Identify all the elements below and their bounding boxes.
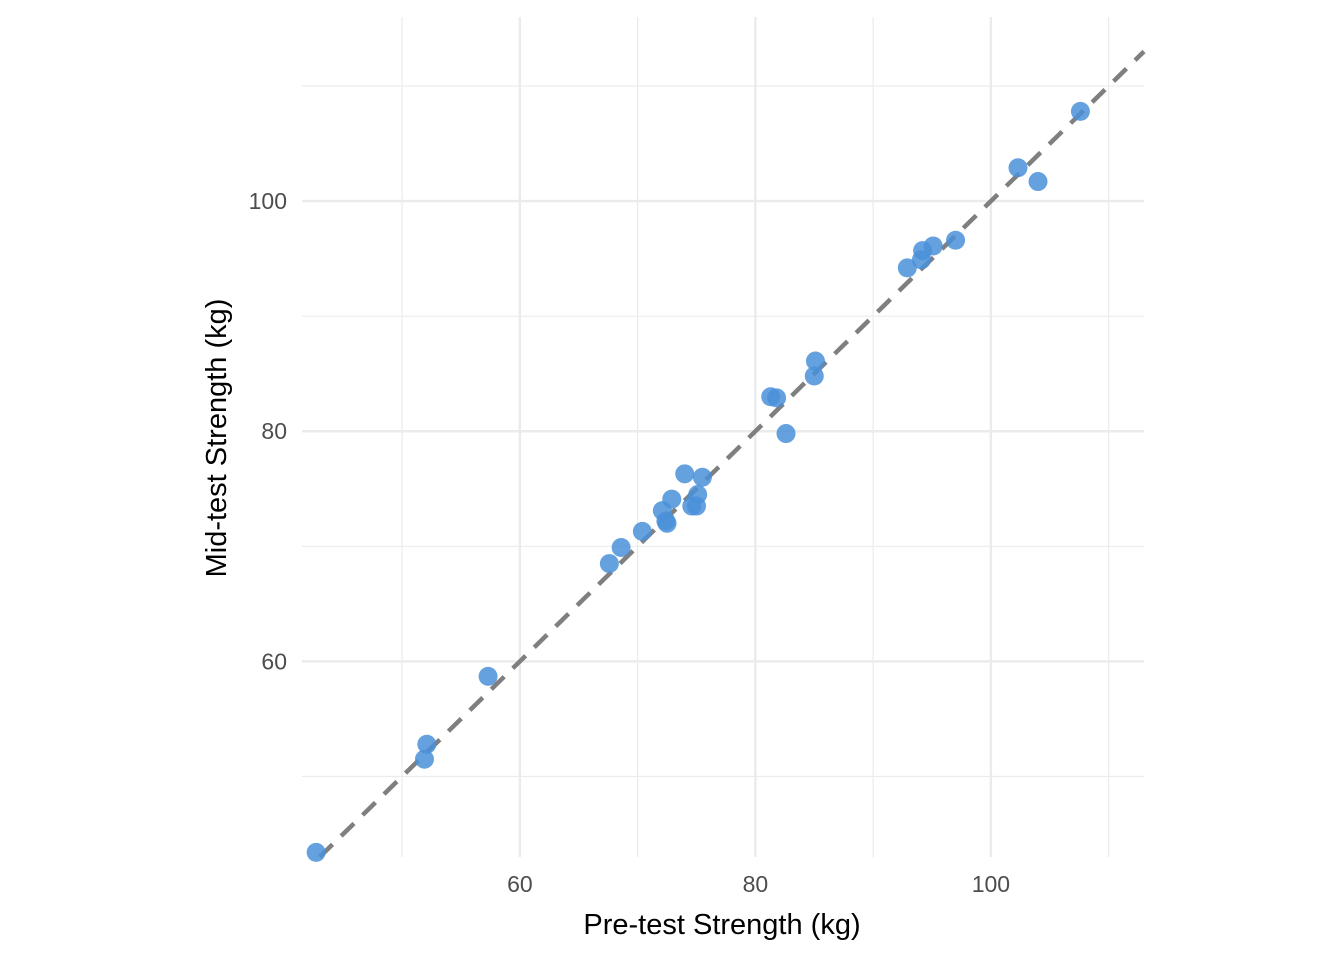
data-point (414, 749, 434, 769)
x-tick-label: 100 (972, 871, 1010, 897)
data-point (662, 489, 682, 509)
data-point (946, 230, 966, 250)
data-point (306, 842, 326, 862)
data-point (1028, 172, 1048, 192)
y-tick-label: 100 (249, 188, 287, 214)
y-tick-label: 60 (261, 648, 287, 674)
data-point (632, 521, 652, 541)
data-point (767, 388, 787, 408)
data-point (675, 464, 695, 484)
data-point (611, 537, 631, 557)
y-axis-title: Mid-test Strength (kg) (201, 299, 233, 578)
major-gridlines (302, 17, 1144, 857)
data-point (417, 734, 437, 754)
x-axis-title: Pre-test Strength (kg) (583, 909, 860, 941)
data-point (923, 236, 943, 256)
data-point (599, 554, 619, 574)
x-tick-label: 80 (743, 871, 769, 897)
y-axis-tick-labels: 60 80 100 (249, 188, 287, 674)
data-point (478, 666, 498, 686)
data-point (897, 258, 917, 278)
data-point (1008, 158, 1028, 178)
data-point (692, 467, 712, 487)
x-axis-tick-labels: 60 80 100 (507, 871, 1010, 897)
data-point (776, 424, 796, 444)
y-tick-label: 80 (261, 418, 287, 444)
data-point (688, 485, 708, 505)
data-point (805, 351, 825, 371)
minor-gridlines (302, 17, 1144, 857)
identity-reference-line (318, 49, 1146, 859)
data-point (804, 366, 824, 386)
x-tick-label: 60 (507, 871, 533, 897)
data-points (306, 101, 1090, 862)
data-point (657, 513, 677, 533)
data-point (1070, 101, 1090, 121)
